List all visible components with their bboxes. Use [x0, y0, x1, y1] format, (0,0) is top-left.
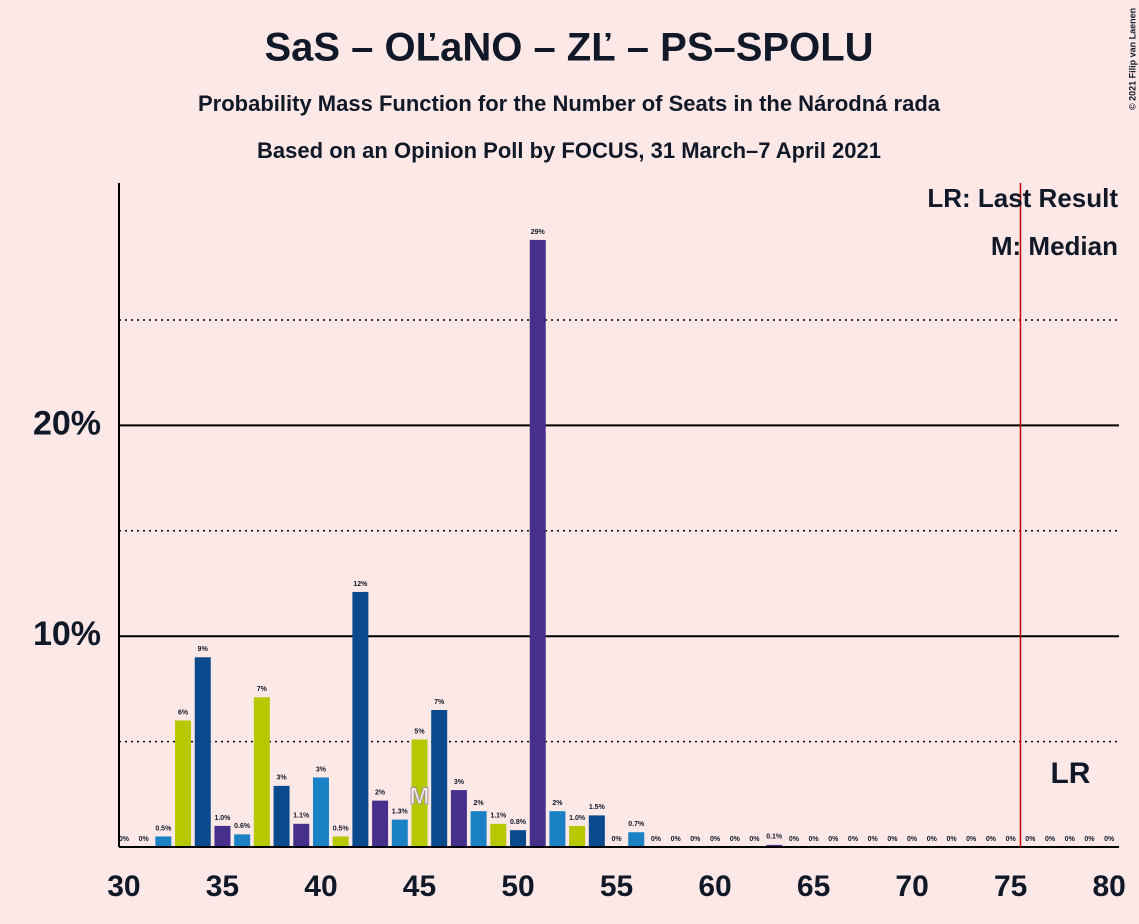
bar [628, 832, 645, 847]
x-tick-label: 45 [403, 870, 436, 903]
value-label: 2% [552, 800, 563, 807]
value-label: 1.0% [214, 815, 231, 822]
value-label: 3% [276, 775, 287, 782]
value-label: 0% [611, 836, 622, 843]
bar [332, 836, 349, 847]
value-label: 0.7% [628, 821, 645, 828]
value-label: 0.6% [234, 823, 251, 830]
value-label: 0% [887, 836, 898, 843]
value-label: 0% [651, 836, 662, 843]
value-label: 0% [789, 836, 800, 843]
legend-entry: M: Median [991, 231, 1118, 261]
y-tick-label: 20% [33, 404, 101, 442]
value-label: 0% [1065, 836, 1076, 843]
bar [490, 823, 507, 847]
subtitle: Probability Mass Function for the Number… [198, 91, 941, 116]
value-label: 0.1% [766, 834, 783, 841]
bar [450, 790, 467, 847]
value-label: 0% [690, 836, 701, 843]
value-label: 1.0% [569, 815, 586, 822]
x-tick-label: 65 [797, 870, 830, 903]
value-label: 7% [257, 686, 268, 693]
value-label: 0% [966, 836, 977, 843]
value-label: 2% [474, 800, 485, 807]
value-label: 3% [454, 779, 465, 786]
bar [391, 819, 408, 847]
bar [312, 777, 329, 847]
copyright: © 2021 Filip van Laenen [1127, 8, 1137, 110]
value-label: 1.1% [293, 813, 310, 820]
value-label: 0% [907, 836, 918, 843]
bar [510, 830, 527, 847]
bar [175, 720, 192, 847]
bar [214, 825, 231, 847]
bar [470, 811, 487, 847]
value-label: 0% [1104, 836, 1115, 843]
value-label: 1.1% [490, 813, 507, 820]
value-label: 7% [434, 699, 445, 706]
subtitle: Based on an Opinion Poll by FOCUS, 31 Ma… [257, 138, 881, 163]
value-label: 0.8% [510, 819, 527, 826]
y-tick-label: 10% [33, 615, 101, 653]
bar [273, 785, 290, 847]
value-label: 0% [139, 836, 150, 843]
value-label: 29% [531, 229, 546, 236]
value-label: 0% [828, 836, 839, 843]
x-tick-label: 55 [600, 870, 633, 903]
value-label: 0.5% [155, 825, 172, 832]
last-result-label: LR [1050, 757, 1090, 790]
value-label: 3% [316, 766, 327, 773]
value-label: 0% [710, 836, 721, 843]
bar [588, 815, 605, 847]
value-label: 0% [809, 836, 820, 843]
x-tick-label: 35 [206, 870, 239, 903]
value-label: 12% [353, 581, 368, 588]
value-label: 0% [946, 836, 957, 843]
value-label: 0% [986, 836, 997, 843]
bar [194, 657, 211, 847]
bar [411, 739, 428, 847]
bar [766, 844, 783, 847]
value-label: 1.3% [392, 808, 409, 815]
bar [352, 591, 369, 847]
chart-title: SaS – OĽaNO – ZĽ – PS–SPOLU [264, 26, 873, 70]
x-tick-label: 70 [895, 870, 928, 903]
value-label: 1.5% [589, 804, 606, 811]
bar [234, 834, 251, 847]
value-label: 0% [848, 836, 859, 843]
legend-entry: LR: Last Result [927, 183, 1118, 213]
bar [529, 239, 546, 847]
value-label: 0% [1084, 836, 1095, 843]
value-label: 5% [414, 728, 425, 735]
value-label: 0% [1025, 836, 1036, 843]
bar [293, 823, 310, 847]
bar [431, 709, 448, 847]
value-label: 0% [671, 836, 682, 843]
value-label: 0% [1006, 836, 1017, 843]
x-tick-label: 50 [501, 870, 534, 903]
x-tick-label: 40 [304, 870, 337, 903]
bar [155, 836, 172, 847]
value-label: 0% [927, 836, 938, 843]
value-label: 0% [119, 836, 130, 843]
x-tick-label: 30 [107, 870, 140, 903]
x-tick-label: 60 [698, 870, 731, 903]
value-label: 0% [730, 836, 741, 843]
value-label: 0% [1045, 836, 1056, 843]
value-label: 6% [178, 709, 189, 716]
bar [372, 800, 389, 847]
x-tick-label: 80 [1092, 870, 1125, 903]
x-tick-label: 75 [994, 870, 1027, 903]
bar [253, 697, 270, 847]
value-label: 0% [868, 836, 879, 843]
bar [549, 811, 566, 847]
value-label: 0.5% [333, 825, 350, 832]
value-label: 2% [375, 789, 386, 796]
value-label: 0% [749, 836, 760, 843]
value-label: 9% [198, 646, 209, 653]
bar [569, 825, 586, 847]
median-marker: M [409, 783, 429, 810]
